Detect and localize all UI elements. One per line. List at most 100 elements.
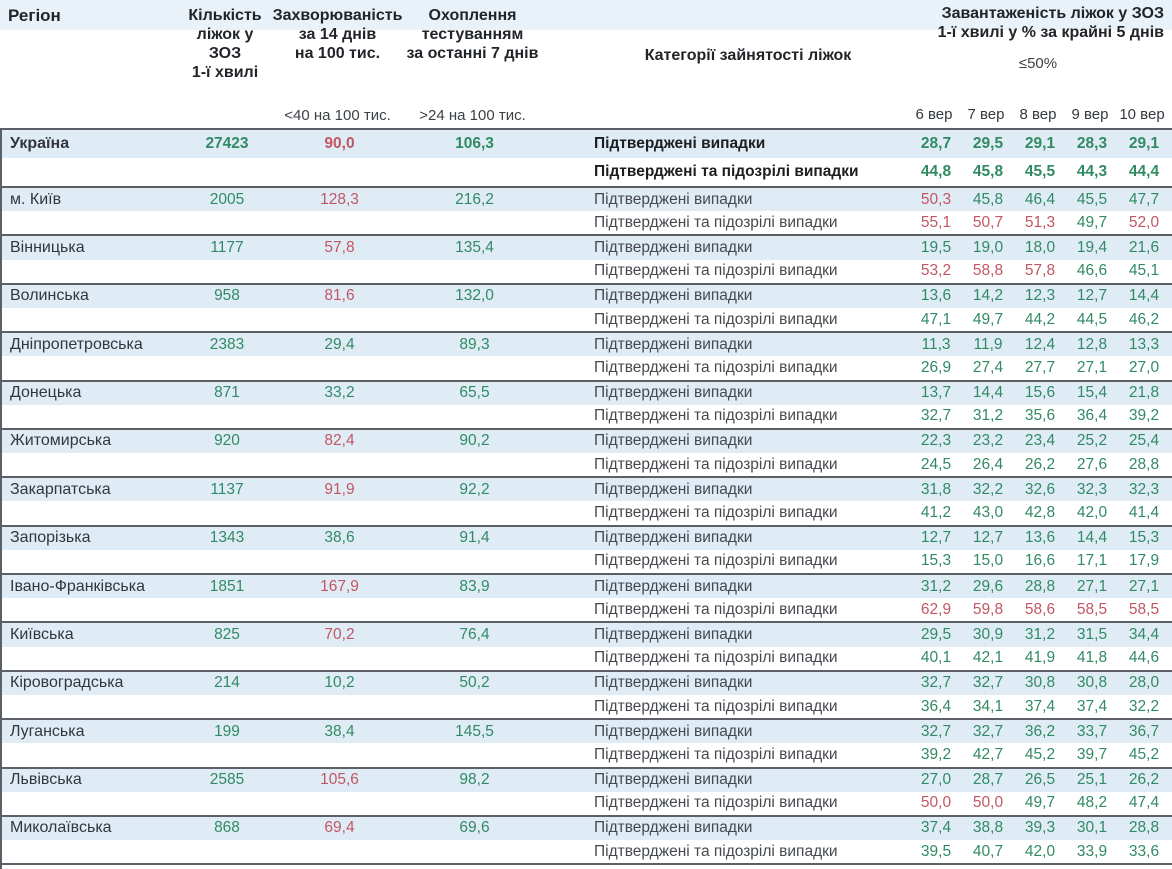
occupancy-value: 36,7 [1128,722,1160,740]
occupancy-value: 27,0 [920,771,952,789]
occupancy-value: 23,2 [972,432,1004,450]
table-body: Україна 27423 90,0 106,3 Підтверджені ви… [0,128,1172,869]
occupancy-value: 32,7 [972,674,1004,692]
category-label: Підтверджені випадки [594,238,753,256]
date-col: 8 вер [1019,106,1057,123]
occupancy-value: 44,8 [920,163,952,180]
suspected-row: Підтверджені та підозрілі випадки 26,9 2… [2,356,1172,379]
confirmed-row: Донецька 871 33,2 65,5 Підтверджені випа… [2,381,1172,405]
occupancy-value: 13,6 [920,287,952,305]
occupancy-value: 31,5 [1076,625,1108,643]
region-name: Київська [10,625,74,643]
testing-value: 145,5 [455,722,494,740]
occupancy-value: 19,0 [972,238,1004,256]
occupancy-value: 28,8 [1128,455,1160,473]
category-label: Підтверджені випадки [594,577,753,595]
occupancy-value: 36,4 [1076,407,1108,425]
occupancy-value: 15,4 [1076,384,1108,402]
occupancy-value: 26,2 [1128,771,1160,789]
region-name: Вінницька [10,238,85,256]
incidence-value: 57,8 [324,238,355,256]
testing-value: 92,2 [459,480,490,498]
category-label: Підтверджені випадки [594,384,753,402]
category-label: Підтверджені та підозрілі випадки [594,262,838,280]
occupancy-value: 58,8 [972,262,1004,280]
occupancy-value: 29,5 [972,135,1004,152]
occupancy-value: 12,7 [972,529,1004,547]
region-group: Закарпатська 1137 91,9 92,2 Підтверджені… [2,476,1172,524]
suspected-row: Підтверджені та підозрілі випадки 62,9 5… [2,598,1172,621]
occupancy-value: 23,4 [1024,432,1056,450]
category-label: Підтверджені та підозрілі випадки [594,455,838,473]
occupancy-value: 32,7 [920,722,952,740]
occupancy-value: 24,5 [920,455,952,473]
testing-value: 216,2 [455,190,494,208]
category-label: Підтверджені та підозрілі випадки [594,407,838,425]
occupancy-value: 55,1 [920,213,952,231]
occupancy-value: 37,4 [1076,697,1108,715]
beds-value: 2383 [209,335,245,353]
region-name: Україна [10,135,70,152]
occupancy-value: 39,3 [1024,819,1056,837]
category-label: Підтверджені та підозрілі випадки [594,697,838,715]
occupancy-value: 14,4 [1076,529,1108,547]
date-row: 6 вер 7 вер 8 вер 9 вер 10 вер [908,106,1168,128]
occupancy-value: 28,0 [1128,674,1160,692]
next-group-edge [2,863,1172,869]
incidence-value: 91,9 [324,480,355,498]
occupancy-value: 40,7 [972,842,1004,860]
testing-value: 106,3 [455,135,494,152]
confirmed-row: Київська 825 70,2 76,4 Підтверджені випа… [2,623,1172,647]
header-region: Регіон [8,6,61,25]
region-name: Житомирська [10,432,112,450]
category-label: Підтверджені та підозрілі випадки [594,552,838,570]
testing-value: 91,4 [459,529,490,547]
category-label: Підтверджені та підозрілі випадки [594,842,838,860]
occupancy-value: 41,4 [1128,504,1160,522]
occupancy-value: 26,9 [920,358,952,376]
occupancy-value: 22,3 [920,432,952,450]
confirmed-row: Миколаївська 868 69,4 69,6 Підтверджені … [2,816,1172,841]
region-group: Миколаївська 868 69,4 69,6 Підтверджені … [2,814,1172,863]
occupancy-value: 15,6 [1024,384,1056,402]
confirmed-row: Дніпропетровська 2383 29,4 89,3 Підтверд… [2,333,1172,357]
region-group: Київська 825 70,2 76,4 Підтверджені випа… [2,621,1172,669]
occupancy-value: 45,5 [1076,190,1108,208]
testing-value: 76,4 [459,625,490,643]
testing-value: 50,2 [459,674,490,692]
beds-value: 2005 [209,190,245,208]
occupancy-value: 50,3 [920,190,952,208]
date-col: 9 вер [1071,106,1109,123]
occupancy-value: 28,8 [1128,819,1160,837]
occupancy-value: 58,6 [1024,600,1056,618]
occupancy-value: 44,4 [1128,163,1160,180]
confirmed-row: Волинська 958 81,6 132,0 Підтверджені ви… [2,284,1172,308]
header-occupancy: Завантаженість ліжок у ЗОЗ 1-ї хвилі у %… [937,5,1164,41]
occupancy-value: 49,7 [972,310,1004,328]
category-label: Підтверджені та підозрілі випадки [594,310,838,328]
occupancy-value: 44,2 [1024,310,1056,328]
confirmed-row: Вінницька 1177 57,8 135,4 Підтверджені в… [2,236,1172,260]
suspected-row: Підтверджені та підозрілі випадки 24,5 2… [2,453,1172,476]
occupancy-value: 27,1 [1076,358,1108,376]
occupancy-value: 32,7 [920,674,952,692]
occupancy-value: 46,2 [1128,310,1160,328]
region-group: Вінницька 1177 57,8 135,4 Підтверджені в… [2,234,1172,282]
occupancy-value: 44,6 [1128,649,1160,667]
confirmed-row: Запорізька 1343 38,6 91,4 Підтверджені в… [2,526,1172,550]
testing-value: 69,6 [459,819,490,837]
testing-value: 89,3 [459,335,490,353]
date-col: 6 вер [915,106,953,123]
occupancy-value: 62,9 [920,600,952,618]
occupancy-value: 45,1 [1128,262,1160,280]
occupancy-value: 32,7 [920,407,952,425]
testing-value: 135,4 [455,238,494,256]
occupancy-value: 26,4 [972,455,1004,473]
occupancy-value: 41,9 [1024,649,1056,667]
beds-value: 825 [214,625,240,643]
beds-value: 199 [214,722,240,740]
suspected-row: Підтверджені та підозрілі випадки 41,2 4… [2,501,1172,524]
category-label: Підтверджені випадки [594,722,753,740]
beds-value: 214 [214,674,240,692]
category-label: Підтверджені випадки [594,480,753,498]
